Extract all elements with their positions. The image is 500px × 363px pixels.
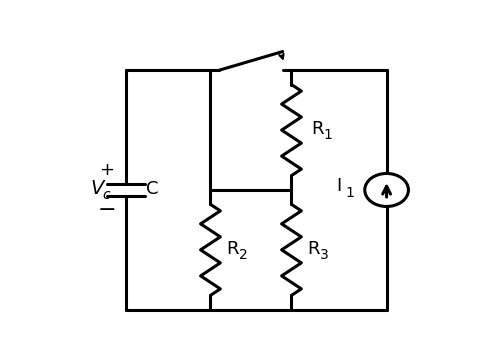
Text: 3: 3 xyxy=(320,248,329,262)
Text: 1: 1 xyxy=(324,129,333,142)
Text: R: R xyxy=(311,120,324,138)
Text: C: C xyxy=(146,180,158,197)
Text: 2: 2 xyxy=(240,248,248,262)
Text: −: − xyxy=(97,200,116,220)
Text: R: R xyxy=(308,240,320,257)
Text: V: V xyxy=(90,179,104,198)
Text: +: + xyxy=(99,161,114,179)
Text: 1: 1 xyxy=(345,185,354,200)
Text: c: c xyxy=(102,188,110,202)
Text: R: R xyxy=(226,240,239,257)
Text: I: I xyxy=(336,177,342,195)
